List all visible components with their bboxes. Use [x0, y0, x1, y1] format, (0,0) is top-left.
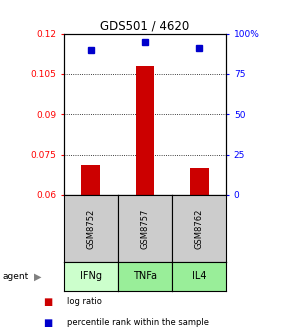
Text: ■: ■ [44, 318, 53, 328]
Text: ■: ■ [44, 297, 53, 307]
Text: TNFa: TNFa [133, 271, 157, 281]
Text: percentile rank within the sample: percentile rank within the sample [67, 318, 209, 327]
Text: log ratio: log ratio [67, 297, 102, 306]
Bar [190, 168, 209, 195]
Text: agent: agent [3, 272, 29, 281]
Text: GSM8752: GSM8752 [86, 208, 95, 249]
Title: GDS501 / 4620: GDS501 / 4620 [100, 19, 190, 33]
Text: IFNg: IFNg [80, 271, 102, 281]
Text: GSM8762: GSM8762 [195, 208, 204, 249]
Text: IL4: IL4 [192, 271, 206, 281]
Bar [135, 66, 155, 195]
Text: GSM8757: GSM8757 [140, 208, 150, 249]
Text: ▶: ▶ [34, 271, 41, 281]
Bar [81, 165, 100, 195]
